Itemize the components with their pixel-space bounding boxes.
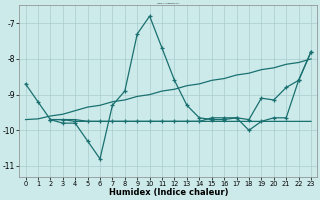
Title: Courbe de l'humidex pour Titlis: Courbe de l'humidex pour Titlis [157,3,180,4]
X-axis label: Humidex (Indice chaleur): Humidex (Indice chaleur) [108,188,228,197]
